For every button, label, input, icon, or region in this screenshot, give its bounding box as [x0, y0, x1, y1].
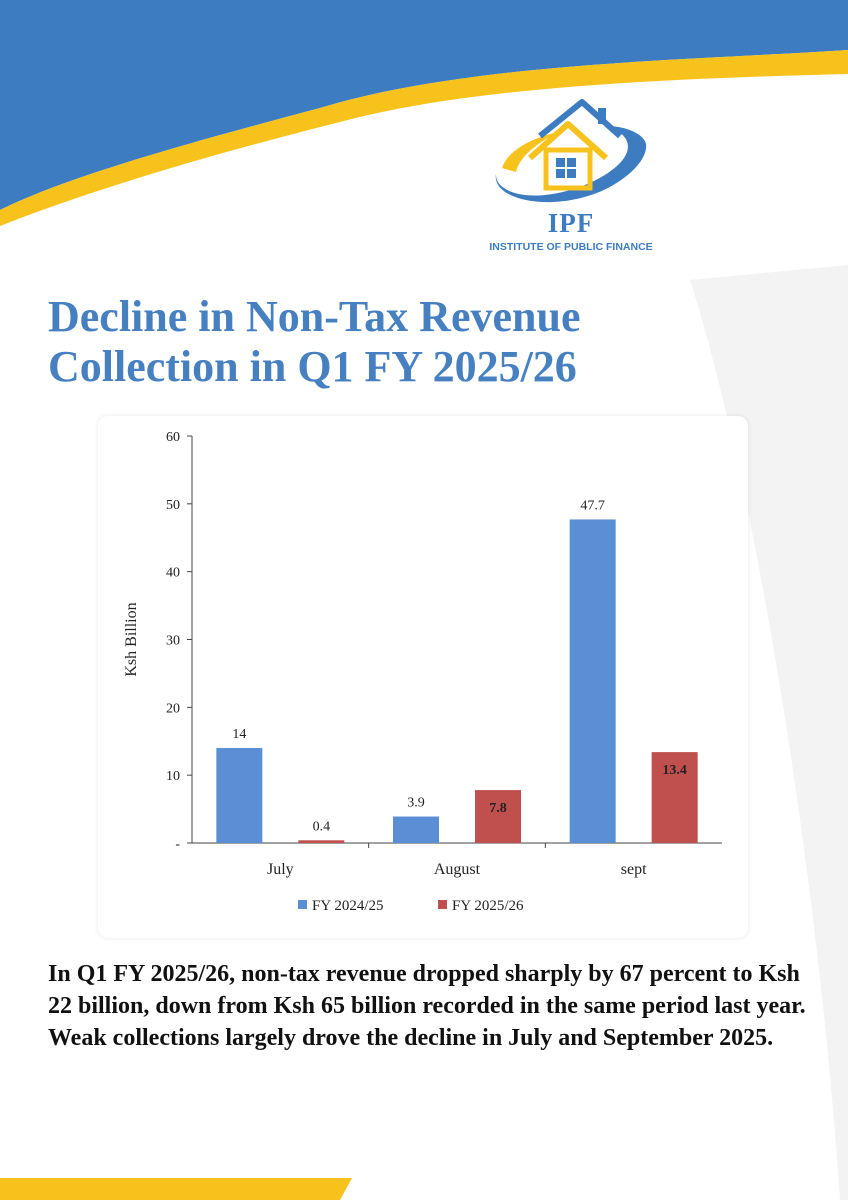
- y-tick-label: 40: [166, 566, 180, 581]
- chart-card: - 10 20 30 40 50 60 Ksh Billion July 14 0.4 August 3…: [98, 416, 748, 938]
- bar-fy2024-25: [569, 519, 616, 843]
- data-label: 7.8: [489, 801, 507, 816]
- bar-chart: - 10 20 30 40 50 60 Ksh Billion July 14 0.4 August 3…: [123, 430, 722, 914]
- x-tick-label: July: [267, 861, 294, 878]
- bar-fy2024-25: [216, 748, 263, 843]
- x-tick-label: sept: [621, 861, 647, 878]
- bar-fy2025-26: [651, 752, 698, 843]
- legend-swatch: [298, 900, 307, 909]
- logo-full-name: INSTITUTE OF PUBLIC FINANCE: [489, 241, 653, 253]
- legend-label: FY 2025/26: [452, 898, 524, 914]
- right-paper-fold: [690, 265, 848, 1200]
- y-tick-label: 30: [166, 634, 180, 649]
- top-blue-banner: [0, 0, 848, 210]
- ipf-logo-icon: [495, 99, 647, 203]
- y-tick-label: 60: [166, 430, 180, 445]
- bottom-yellow-bar: [0, 1178, 352, 1200]
- description-text: In Q1 FY 2025/26, non-tax revenue droppe…: [48, 961, 806, 1051]
- title-line-2: Collection in Q1 FY 2025/26: [48, 342, 577, 391]
- top-yellow-swoosh: [0, 50, 848, 226]
- legend-swatch: [438, 900, 447, 909]
- title-line-1: Decline in Non-Tax Revenue: [48, 292, 581, 341]
- bar-fy2025-26: [475, 790, 521, 843]
- legend-label: FY 2024/25: [312, 898, 384, 914]
- data-label: 13.4: [662, 763, 687, 778]
- y-tick-label: 10: [166, 769, 180, 784]
- data-label: 0.4: [313, 819, 331, 834]
- y-tick-label: -: [175, 837, 180, 852]
- data-label: 47.7: [580, 498, 605, 513]
- y-axis-title: Ksh Billion: [123, 602, 140, 676]
- y-tick-label: 20: [166, 701, 180, 716]
- data-label: 14: [232, 727, 246, 742]
- page-title: Decline in Non-Tax Revenue Collection in…: [48, 292, 808, 392]
- data-label: 3.9: [407, 796, 425, 811]
- x-tick-label: August: [434, 861, 481, 878]
- y-tick-label: 50: [166, 498, 180, 513]
- bar-fy2025-26: [298, 840, 345, 843]
- bar-fy2024-25: [393, 816, 439, 843]
- logo-abbreviation: IPF: [547, 208, 595, 238]
